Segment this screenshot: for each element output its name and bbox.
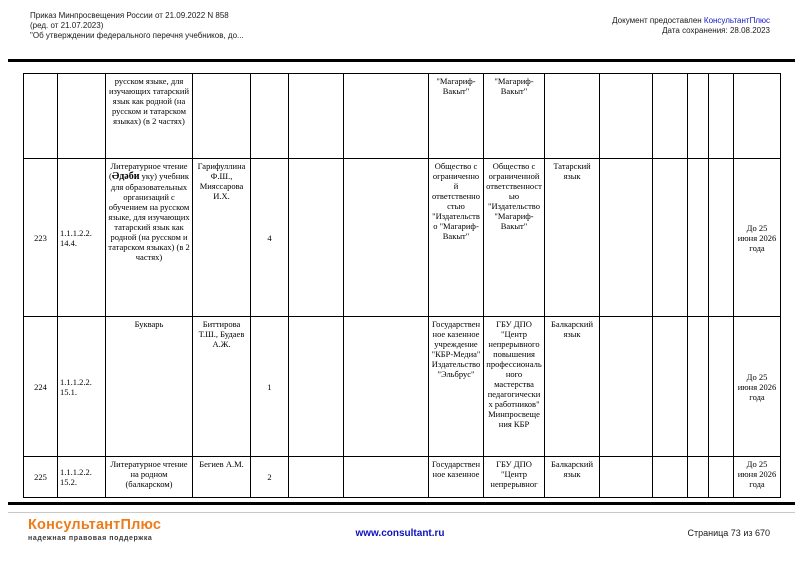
- table-cell: [709, 159, 734, 317]
- cell-language: Татарский язык: [545, 159, 600, 317]
- table-cell: [688, 317, 709, 457]
- cell-title: Литературное чтение на родном (балкарско…: [106, 457, 193, 498]
- cell-publisher1: Государственное казенное учреждение "КБР…: [429, 317, 484, 457]
- cell-grade: 2: [251, 457, 289, 498]
- cell-authors: Биттирова Т.Ш., Будаев А.Ж.: [193, 317, 251, 457]
- cell-title: Букварь: [106, 317, 193, 457]
- table-cell: [193, 74, 251, 159]
- table-cell: [688, 159, 709, 317]
- save-date: Дата сохранения: 28.08.2023: [662, 26, 770, 35]
- table-cell: [688, 457, 709, 498]
- consultantplus-logo: КонсультантПлюс надежная правовая поддер…: [28, 517, 161, 542]
- cell-fpu-number: 1.1.1.2.2. 15.2.: [58, 457, 106, 498]
- cell-publisher1-continuation: "Магариф-Вакыт": [429, 74, 484, 159]
- cell-authors: Гарифуллина Ф.Ш., Мияссарова И.Х.: [193, 159, 251, 317]
- table-cell: [344, 159, 429, 317]
- cell-publisher2-continuation: "Магариф-Вакыт": [484, 74, 545, 159]
- consultantplus-link[interactable]: КонсультантПлюс: [703, 16, 770, 25]
- footer-separator-line: [8, 502, 795, 505]
- cell-grade: 1: [251, 317, 289, 457]
- table-cell: [344, 317, 429, 457]
- cell-row-number: 224: [24, 317, 58, 457]
- cell-fpu-number: 1.1.1.2.2. 15.1.: [58, 317, 106, 457]
- doc-title-line1: Приказ Минпросвещения России от 21.09.20…: [30, 11, 229, 20]
- cell-language: Балкарский язык: [545, 317, 600, 457]
- consultant-url-link[interactable]: www.consultant.ru: [355, 528, 445, 539]
- cell-authors: Бегиев А.М.: [193, 457, 251, 498]
- table-cell: [709, 74, 734, 159]
- cell-deadline: До 25 июня 2026 года: [734, 457, 781, 498]
- cell-title: Литературное чтение (Әдәби уку) учебник …: [106, 159, 193, 317]
- table-cell: [653, 159, 688, 317]
- cell-fpu-number: 1.1.1.2.2. 14.4.: [58, 159, 106, 317]
- table-cell: [600, 159, 653, 317]
- provided-by-label: Документ предоставлен: [612, 16, 704, 25]
- cell-publisher1: Государственное казенное: [429, 457, 484, 498]
- table-cell: [344, 74, 429, 159]
- provided-by-line: Документ предоставлен КонсультантПлюс: [612, 16, 770, 26]
- footer-faint-line: [8, 512, 795, 513]
- cell-publisher2: ГБУ ДПО "Центр непрерывног: [484, 457, 545, 498]
- doc-title-line3: "Об утверждении федерального перечня уче…: [30, 31, 244, 40]
- table-cell: [653, 317, 688, 457]
- table-cell: [24, 74, 58, 159]
- table-cell: [688, 74, 709, 159]
- table-cell: [600, 457, 653, 498]
- table-cell: [734, 74, 781, 159]
- cell-row-number: 225: [24, 457, 58, 498]
- title-text-post: уку) учебник для образовательных организ…: [108, 171, 190, 262]
- cell-language: Балкарский язык: [545, 457, 600, 498]
- title-text-tatar: Әдәби: [111, 171, 140, 182]
- table-cell: [289, 457, 344, 498]
- logo-tagline: надежная правовая поддержка: [28, 535, 153, 542]
- logo-text: КонсультантПлюс: [28, 517, 162, 533]
- table-cell: [344, 457, 429, 498]
- header-separator-line: [8, 59, 795, 62]
- table-cell: [289, 74, 344, 159]
- table-cell: [600, 317, 653, 457]
- doc-title-line2: (ред. от 21.07.2023): [30, 21, 104, 30]
- cell-deadline: До 25 июня 2026 года: [734, 159, 781, 317]
- page-indicator: Страница 73 из 670: [687, 528, 770, 538]
- cell-publisher2: Общество с ограниченной ответственностью…: [484, 159, 545, 317]
- textbooks-table: русском языке, для изучающих татарский я…: [23, 73, 781, 498]
- table-cell: [545, 74, 600, 159]
- table-cell: [289, 317, 344, 457]
- table-cell: [289, 159, 344, 317]
- table-cell: [709, 457, 734, 498]
- table-cell: [600, 74, 653, 159]
- table-cell: [709, 317, 734, 457]
- document-provider-info: Документ предоставлен КонсультантПлюс Да…: [612, 16, 770, 36]
- table-cell: [653, 457, 688, 498]
- cell-publisher2: ГБУ ДПО "Центр непрерывного повышения пр…: [484, 317, 545, 457]
- table-cell: [653, 74, 688, 159]
- cell-deadline: До 25 июня 2026 года: [734, 317, 781, 457]
- cell-publisher1: Общество с ограниченной ответственностью…: [429, 159, 484, 317]
- title-text-pre: Литературное чтение (: [109, 161, 188, 181]
- document-info: Приказ Минпросвещения России от 21.09.20…: [30, 11, 244, 41]
- table-cell: [58, 74, 106, 159]
- table-cell: [251, 74, 289, 159]
- cell-title-continuation: русском языке, для изучающих татарский я…: [106, 74, 193, 159]
- cell-grade: 4: [251, 159, 289, 317]
- cell-row-number: 223: [24, 159, 58, 317]
